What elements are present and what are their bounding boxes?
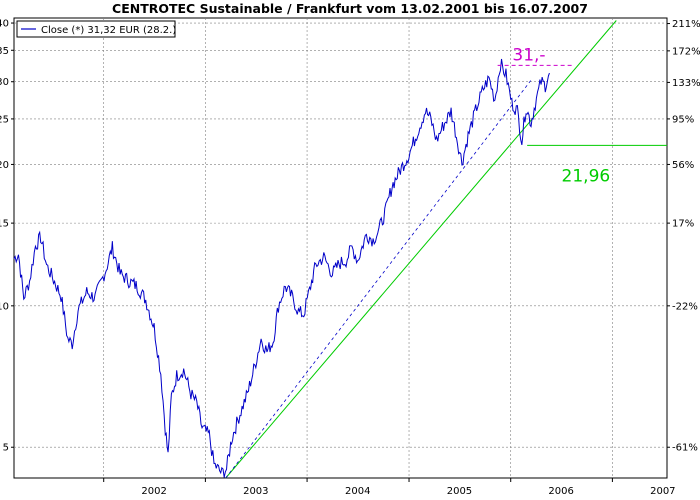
y-tick-label-left: 35 [0,46,9,57]
y-tick-label-right: 17% [672,219,694,230]
y-tick-label-left: 5 [3,443,9,454]
plot-area [13,17,668,479]
x-tick-label: 2007 [650,486,675,497]
y-tick-label-right: 95% [672,114,694,125]
y-tick-label-right: 133% [672,78,700,89]
x-tick-label: 2003 [243,486,268,497]
y-tick-label-right: -61% [672,443,698,454]
price-series [13,58,550,478]
legend: Close (*) 31,32 EUR (28.2.) [16,20,176,38]
support-level-label: 21,96 [562,166,611,186]
y-tick-label-right: 172% [672,46,700,57]
support-trend-line [225,20,617,479]
y-tick-label-right: -22% [672,301,698,312]
x-tick-label: 2002 [141,486,166,497]
y-tick-label-right: 56% [672,160,694,171]
x-tick-label: 2005 [447,486,472,497]
annotations: 31,- 21,96 [497,45,667,186]
legend-box [16,20,176,38]
axes: 40 35 30 25 20 15 10 5 211% 172% 133% 95% 56% 17% -22%… [0,19,700,497]
x-tick-label: 2004 [345,486,370,497]
trend-lines [225,20,617,479]
legend-label: Close (*) 31,32 EUR (28.2.) [41,25,176,36]
y-tick-label-left: 40 [0,19,9,30]
price-line [13,58,550,478]
y-tick-label-right: 211% [672,19,700,30]
y-tick-label-left: 20 [0,160,9,171]
chart-title: CENTROTEC Sustainable / Frankfurt vom 13… [112,1,588,16]
y-tick-label-left: 15 [0,219,9,230]
y-tick-label-left: 30 [0,77,9,88]
x-tick-label: 2006 [548,486,573,497]
y-tick-label-left: 25 [0,114,9,125]
y-tick-label-left: 10 [0,301,9,312]
resistance-label: 31,- [512,45,545,65]
